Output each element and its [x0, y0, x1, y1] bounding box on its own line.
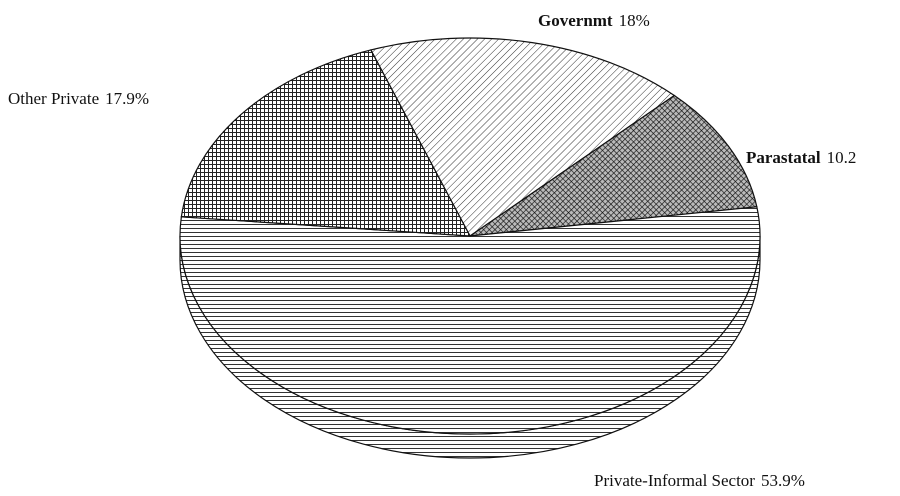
pie-slice	[369, 37, 676, 237]
slice-name: Private-Informal Sector	[594, 471, 755, 490]
labels: Governmt 18% Parastatal 10.2 Private-Informa…	[8, 11, 856, 490]
pie-slice	[469, 94, 758, 237]
pie-slice	[179, 206, 761, 435]
slice-name: Governmt	[538, 11, 613, 30]
slice-label: Other Private 17.9%	[8, 89, 149, 108]
pie	[179, 37, 761, 459]
slice-value: 17.9%	[105, 89, 149, 108]
slice-value: 53.9%	[761, 471, 805, 490]
pie-slice	[180, 49, 472, 237]
slice-label: Governmt 18%	[538, 11, 650, 30]
slice-label: Private-Informal Sector 53.9%	[594, 471, 805, 490]
slice-name: Other Private	[8, 89, 99, 108]
slice-value: 10.2	[827, 148, 857, 167]
slice-label: Parastatal 10.2	[746, 148, 856, 167]
slice-name: Parastatal	[746, 148, 821, 167]
slice-value: 18%	[619, 11, 650, 30]
